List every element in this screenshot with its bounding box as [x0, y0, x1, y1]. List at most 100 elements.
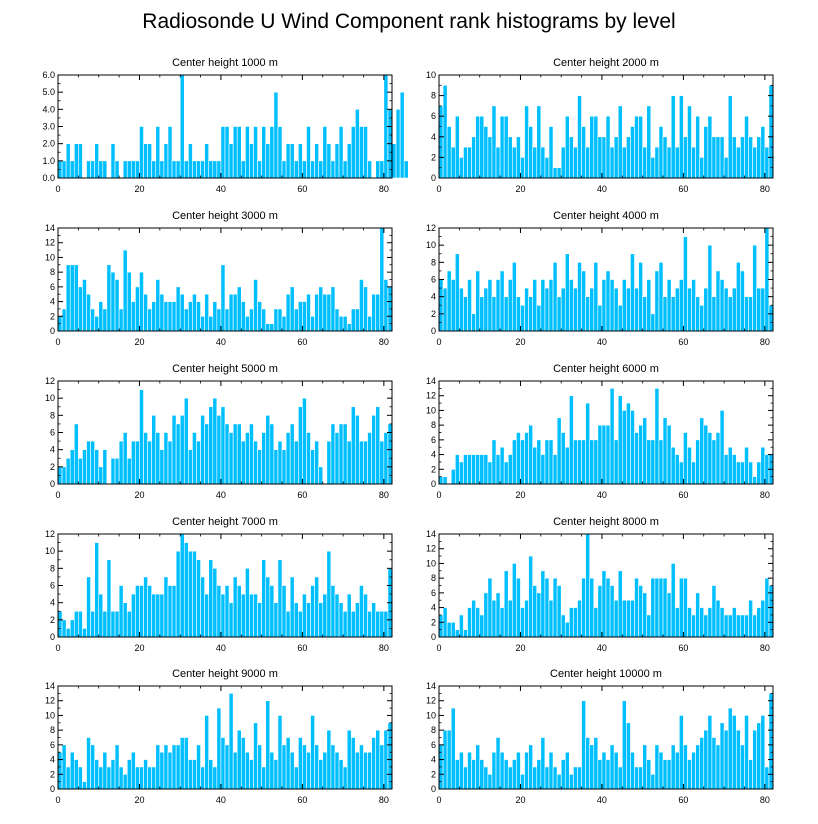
- histogram-bar: [491, 751, 497, 790]
- x-tick-label: 60: [297, 643, 307, 653]
- histogram-bar: [463, 766, 468, 790]
- x-tick-label: 80: [760, 490, 770, 500]
- y-tick-label: 10: [426, 558, 436, 568]
- y-tick-label: 12: [45, 529, 55, 539]
- histogram-bar: [564, 751, 570, 790]
- histogram-bar: [512, 759, 517, 790]
- histogram-bar: [450, 707, 456, 790]
- histogram-bar: [683, 744, 688, 790]
- y-tick-label: 8: [431, 91, 436, 101]
- y-tick-label: 12: [426, 223, 436, 233]
- histogram-bar: [617, 766, 623, 790]
- y-tick-label: 12: [45, 238, 55, 248]
- histogram-bar: [609, 744, 615, 790]
- histogram-bar: [634, 766, 639, 790]
- histogram-bar: [626, 722, 631, 790]
- x-tick-label: 40: [216, 795, 226, 805]
- histogram-bar: [605, 759, 611, 790]
- y-tick-label: 10: [45, 546, 55, 556]
- histogram-bar: [687, 759, 692, 790]
- histogram-bar: [495, 737, 501, 790]
- x-tick-label: 60: [678, 490, 688, 500]
- y-tick-label: 2: [431, 464, 436, 474]
- histogram-bar: [548, 751, 554, 790]
- histogram-bar: [528, 744, 533, 790]
- x-tick-label: 0: [436, 643, 441, 653]
- histogram-bar: [727, 707, 733, 790]
- y-tick-label: 2: [431, 309, 436, 319]
- y-tick-label: 4: [50, 755, 55, 765]
- y-tick-label: 6.0: [42, 70, 55, 80]
- y-tick-label: 2: [50, 311, 55, 321]
- histogram-bar: [646, 759, 652, 790]
- x-tick-label: 20: [134, 184, 144, 194]
- y-tick-label: 10: [45, 252, 55, 262]
- histogram-bar: [520, 773, 525, 790]
- y-tick-label: 4: [50, 445, 55, 455]
- y-tick-label: 8: [431, 420, 436, 430]
- histogram-bar: [399, 91, 405, 179]
- y-tick-label: 14: [45, 681, 55, 691]
- panel-title: Center height 8000 m: [553, 516, 659, 528]
- y-tick-label: 6: [431, 740, 436, 750]
- histogram-bar: [613, 751, 619, 790]
- histogram-bar: [573, 766, 578, 790]
- x-tick-label: 40: [597, 795, 607, 805]
- histogram-bar: [403, 160, 409, 179]
- y-tick-label: 2: [50, 769, 55, 779]
- histogram-bar: [503, 759, 509, 790]
- histogram-bar: [516, 751, 521, 790]
- histogram-bar: [454, 759, 460, 790]
- y-tick-label: 0: [431, 173, 436, 183]
- histogram-bar: [642, 744, 648, 790]
- x-tick-label: 40: [216, 490, 226, 500]
- x-tick-label: 20: [134, 795, 144, 805]
- histogram-bar: [674, 751, 680, 790]
- y-tick-label: 8: [50, 725, 55, 735]
- histogram-bar: [487, 773, 493, 790]
- histogram-bar: [483, 766, 489, 790]
- x-tick-label: 80: [760, 643, 770, 653]
- x-tick-label: 0: [55, 337, 60, 347]
- y-tick-label: 0: [50, 479, 55, 489]
- histogram-bar: [691, 751, 696, 790]
- y-tick-label: 6: [431, 111, 436, 121]
- histogram-bar: [601, 751, 607, 790]
- y-tick-label: 8: [431, 725, 436, 735]
- x-tick-label: 60: [678, 184, 688, 194]
- histogram-bar: [479, 759, 485, 790]
- histogram-bar: [748, 759, 753, 790]
- histogram-bar: [650, 773, 656, 790]
- histogram-bar: [577, 766, 582, 790]
- histogram-bar: [752, 729, 758, 790]
- y-tick-label: 4.0: [42, 104, 55, 114]
- y-tick-label: 3.0: [42, 122, 55, 132]
- y-tick-label: 10: [426, 405, 436, 415]
- histogram-bar: [723, 729, 729, 790]
- histogram-bar: [658, 751, 664, 790]
- x-tick-label: 0: [55, 490, 60, 500]
- x-tick-label: 80: [379, 490, 389, 500]
- panel-title: Center height 2000 m: [553, 57, 659, 69]
- panel-title: Center height 1000 m: [172, 57, 278, 69]
- x-tick-label: 40: [597, 490, 607, 500]
- y-tick-label: 10: [45, 393, 55, 403]
- histogram-bar: [507, 766, 513, 790]
- histogram-bar: [699, 737, 705, 790]
- histogram-bar: [703, 729, 709, 790]
- histogram-bar: [536, 759, 542, 790]
- histogram-bar: [744, 715, 749, 790]
- y-tick-label: 10: [426, 710, 436, 720]
- x-tick-label: 60: [678, 795, 688, 805]
- y-tick-label: 4: [431, 132, 436, 142]
- x-tick-label: 80: [760, 795, 770, 805]
- y-tick-label: 8: [50, 267, 55, 277]
- histogram-bar: [662, 759, 668, 790]
- x-tick-label: 40: [597, 184, 607, 194]
- y-tick-label: 6: [50, 282, 55, 292]
